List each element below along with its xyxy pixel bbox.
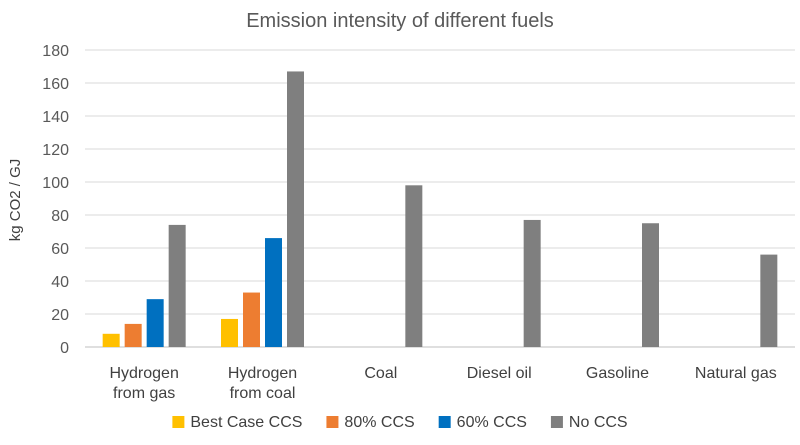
gridlines [85, 49, 795, 348]
y-tick-label-80: 80 [51, 208, 69, 225]
bar-hydrogen-from-coal-best-case-ccs [221, 318, 238, 347]
legend-label-60-ccs: 60% CCS [457, 414, 527, 431]
legend-label-80-ccs: 80% CCS [344, 414, 414, 431]
legend-swatch-80-ccs [326, 416, 339, 428]
bar-hydrogen-from-coal-no-ccs [287, 71, 304, 347]
bar-hydrogen-from-gas-60-ccs [146, 299, 164, 347]
bars [102, 71, 778, 347]
legend-label-best-case-ccs: Best Case CCS [190, 414, 302, 431]
bar-diesel-oil-no-ccs [523, 219, 541, 347]
legend-swatch-best-case-ccs [172, 416, 185, 428]
y-axis-ticks: 0 20 40 60 80 100 120 140 160 180 [42, 43, 69, 357]
x-category-label: Gasoline [586, 365, 649, 382]
y-tick-label-140: 140 [42, 109, 69, 126]
x-category-label: Hydrogen from coal [228, 365, 297, 402]
bar-hydrogen-from-coal-80-ccs [243, 292, 260, 347]
bar-hydrogen-from-gas-no-ccs [168, 224, 186, 347]
legend-swatch-no-ccs [550, 416, 563, 428]
bar-natural-gas-no-ccs [760, 254, 778, 347]
y-tick-label-0: 0 [60, 340, 69, 357]
bar-hydrogen-from-gas-best-case-ccs [102, 333, 120, 347]
x-category-label: Natural gas [695, 365, 777, 382]
x-category-label: Coal [364, 365, 397, 382]
bar-hydrogen-from-gas-80-ccs [124, 323, 142, 347]
y-tick-label-20: 20 [51, 307, 69, 324]
x-category-label: Hydrogen from gas [109, 365, 178, 402]
y-tick-label-120: 120 [42, 142, 69, 159]
x-category-label: Diesel oil [467, 365, 532, 382]
y-tick-label-100: 100 [42, 175, 69, 192]
legend-label-no-ccs: No CCS [569, 414, 628, 431]
bar-gasoline-no-ccs [642, 223, 659, 347]
chart-title: Emission intensity of different fuels [246, 10, 554, 32]
legend: Best Case CCS 80% CCS 60% CCS No CCS [172, 414, 628, 431]
bar-coal-no-ccs [405, 185, 423, 347]
y-tick-label-160: 160 [42, 76, 69, 93]
y-axis-title: kg CO2 / GJ [7, 159, 24, 242]
y-tick-label-60: 60 [51, 241, 69, 258]
bar-hydrogen-from-coal-60-ccs [265, 238, 282, 347]
legend-swatch-60-ccs [438, 416, 451, 428]
y-tick-label-180: 180 [42, 43, 69, 60]
x-axis-labels: Hydrogen from gas Hydrogen from coal Coal Die… [109, 365, 776, 402]
y-tick-label-40: 40 [51, 274, 69, 291]
